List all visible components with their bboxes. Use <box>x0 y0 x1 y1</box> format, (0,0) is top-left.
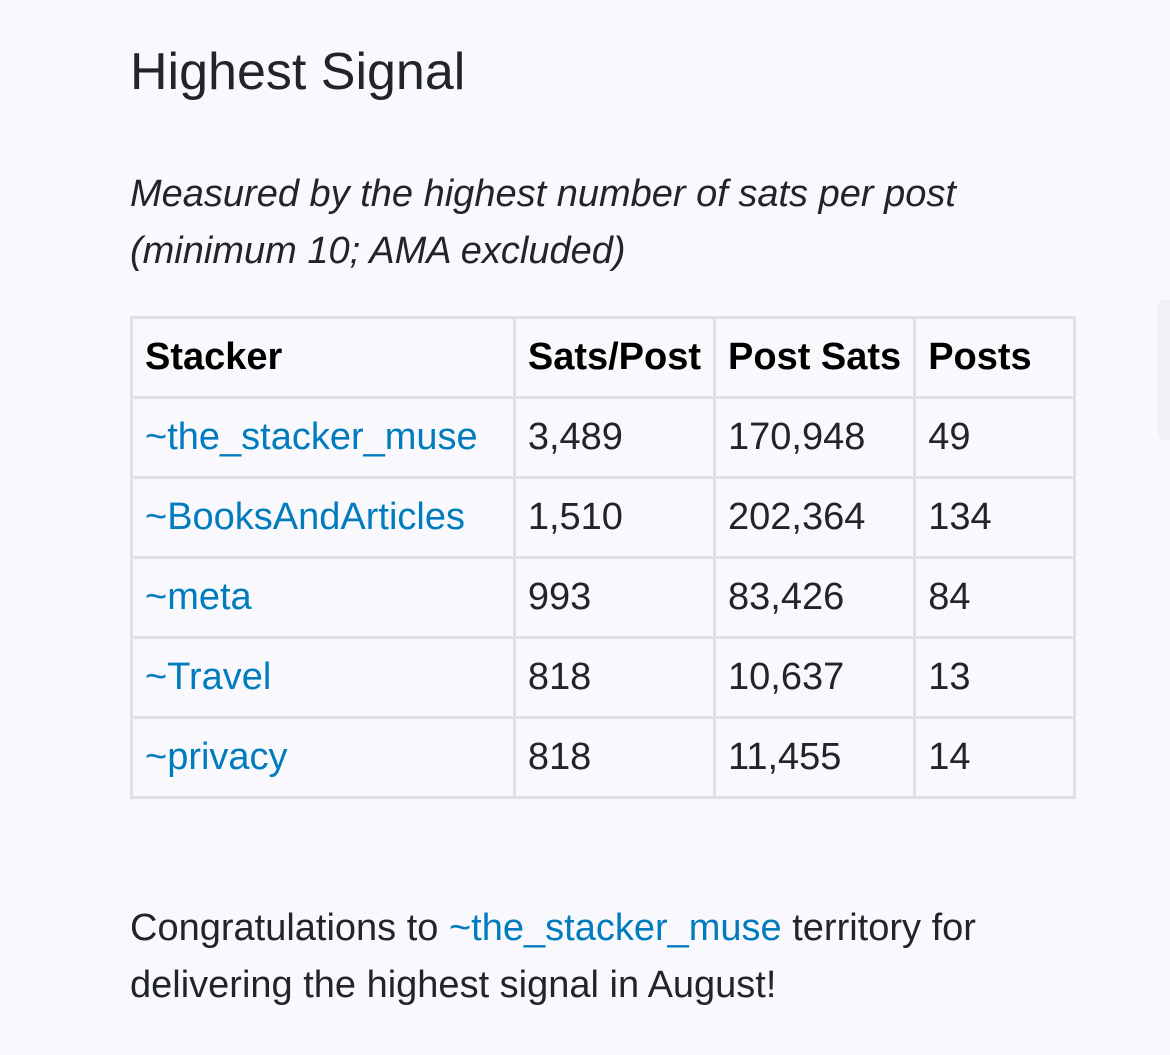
posts-cell: 84 <box>913 556 1076 639</box>
territory-cell: ~privacy <box>130 716 516 799</box>
section-subtitle: Measured by the highest number of sats p… <box>130 173 956 272</box>
posts-cell: 14 <box>913 716 1076 799</box>
sats-per-post-cell: 1,510 <box>512 476 717 559</box>
territory-link[interactable]: ~BooksAndArticles <box>145 496 465 538</box>
table-header-row: Stacker Sats/Post Post Sats Posts <box>130 316 1076 399</box>
header-sats-per-post: Sats/Post <box>512 316 717 399</box>
post-sats-cell: 202,364 <box>713 476 917 559</box>
table-row: ~the_stacker_muse 3,489 170,948 49 <box>130 396 1076 479</box>
header-post-sats: Post Sats <box>713 316 917 399</box>
post-sats-cell: 10,637 <box>713 636 917 719</box>
header-stacker: Stacker <box>130 316 516 399</box>
territory-cell: ~the_stacker_muse <box>130 396 516 479</box>
post-sats-cell: 170,948 <box>713 396 917 479</box>
table-row: ~BooksAndArticles 1,510 202,364 134 <box>130 476 1076 559</box>
territory-link[interactable]: ~meta <box>145 576 252 618</box>
posts-cell: 134 <box>913 476 1076 559</box>
territory-link[interactable]: ~the_stacker_muse <box>145 416 478 458</box>
territory-link[interactable]: ~Travel <box>145 656 272 698</box>
congrats-prefix: Congratulations to <box>130 907 449 949</box>
sats-per-post-cell: 3,489 <box>512 396 717 479</box>
congrats-suffix: territory for delivering the highest sig… <box>130 907 976 1006</box>
territory-cell: ~meta <box>130 556 516 639</box>
sats-per-post-cell: 993 <box>512 556 717 639</box>
congratulations-text: Congratulations to ~the_stacker_muse ter… <box>130 900 1090 1014</box>
highest-signal-table: Stacker Sats/Post Post Sats Posts ~the_s… <box>130 316 1076 799</box>
table-row: ~meta 993 83,426 84 <box>130 556 1076 639</box>
posts-cell: 13 <box>913 636 1076 719</box>
sats-per-post-cell: 818 <box>512 636 717 719</box>
posts-cell: 49 <box>913 396 1076 479</box>
territory-link[interactable]: ~privacy <box>145 736 288 778</box>
post-sats-cell: 83,426 <box>713 556 917 639</box>
section-title: Highest Signal <box>130 43 466 101</box>
page-scrollbar-edge <box>1158 300 1170 440</box>
header-posts: Posts <box>913 316 1076 399</box>
winner-territory-link[interactable]: ~the_stacker_muse <box>448 907 782 949</box>
sats-per-post-cell: 818 <box>512 716 717 799</box>
territory-cell: ~Travel <box>130 636 516 719</box>
post-sats-cell: 11,455 <box>713 716 917 799</box>
territory-cell: ~BooksAndArticles <box>130 476 516 559</box>
table-scroll-container[interactable]: Stacker Sats/Post Post Sats Posts ~the_s… <box>130 316 1076 816</box>
table-row: ~privacy 818 11,455 14 <box>130 716 1076 799</box>
table-row: ~Travel 818 10,637 13 <box>130 636 1076 719</box>
